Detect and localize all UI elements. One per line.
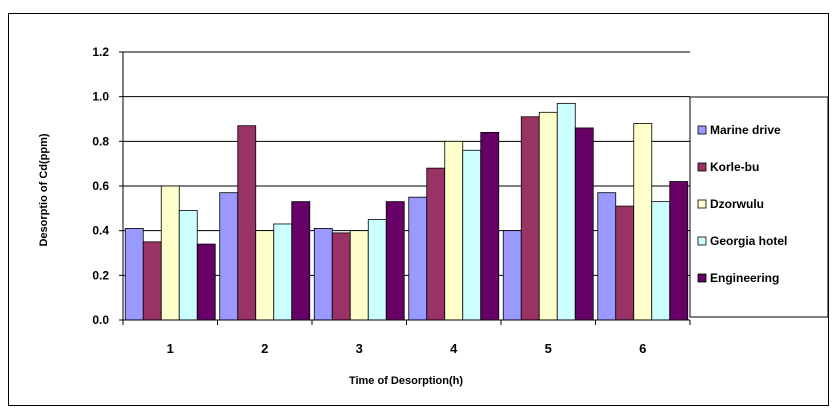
y-tick-labels: 0.0 0.2 0.4 0.6 0.8 1.0 1.2 [92, 45, 123, 327]
bar-dzorwulu-1 [160, 185, 180, 321]
legend-swatch [697, 273, 707, 283]
bar-georgia-hotel-2 [273, 223, 293, 321]
bar-korle-bu-5 [520, 116, 540, 321]
x-tick-label: 4 [450, 341, 458, 356]
bar-engineering-1 [196, 243, 216, 321]
legend-swatch [697, 162, 707, 172]
bar-marine-drive-3 [313, 228, 333, 321]
bar-engineering-3 [385, 201, 405, 321]
bar-engineering-6 [669, 181, 689, 321]
bar-georgia-hotel-6 [651, 201, 671, 321]
legend-label: Marine drive [710, 123, 781, 137]
legend-swatch [697, 236, 707, 246]
bar-dzorwulu-6 [633, 123, 653, 321]
legend-swatch [697, 125, 707, 135]
gridlines [123, 51, 690, 276]
y-axis-title: Desorptio of Cd(ppm) [38, 133, 50, 246]
x-tick-label: 3 [356, 341, 363, 356]
y-tick-label: 0.8 [92, 134, 109, 148]
legend-label: Georgia hotel [710, 234, 787, 248]
bar-georgia-hotel-1 [178, 210, 198, 321]
bars [124, 102, 689, 321]
bar-dzorwulu-2 [255, 230, 275, 321]
bar-korle-bu-2 [237, 125, 257, 321]
y-tick-label: 1.0 [92, 90, 109, 104]
legend-swatch [697, 199, 707, 209]
y-tick-label: 0.2 [92, 268, 109, 282]
y-tick-label: 0.6 [92, 179, 109, 193]
bar-korle-bu-6 [615, 205, 635, 321]
bar-marine-drive-2 [219, 192, 239, 321]
bar-engineering-5 [574, 127, 594, 321]
y-tick-label: 0.4 [92, 224, 109, 238]
legend-label: Korle-bu [710, 160, 759, 174]
bar-dzorwulu-4 [444, 140, 464, 321]
legend-label: Dzorwulu [710, 197, 764, 211]
bar-korle-bu-3 [331, 232, 351, 321]
legend-label: Engineering [710, 271, 779, 285]
y-tick-label: 0.0 [92, 313, 109, 327]
bar-marine-drive-6 [597, 192, 617, 321]
bar-dzorwulu-3 [349, 230, 369, 321]
bar-georgia-hotel-3 [367, 219, 387, 321]
bar-georgia-hotel-4 [462, 149, 482, 321]
bar-korle-bu-1 [142, 241, 162, 321]
bar-marine-drive-1 [124, 228, 144, 321]
x-tick-label: 1 [167, 341, 174, 356]
bar-dzorwulu-5 [538, 111, 558, 321]
y-tick-label: 1.2 [92, 45, 109, 59]
bar-korle-bu-4 [426, 167, 446, 321]
x-tick-labels: 1 2 3 4 5 6 [122, 320, 691, 356]
x-tick-label: 5 [545, 341, 552, 356]
bar-marine-drive-4 [408, 196, 428, 321]
bar-engineering-4 [480, 131, 500, 321]
bar-georgia-hotel-5 [556, 102, 576, 321]
legend: Marine drive Korle-bu Dzorwulu Georgia hote… [689, 96, 829, 318]
x-tick-label: 6 [639, 341, 646, 356]
bar-engineering-2 [291, 201, 311, 321]
bar-marine-drive-5 [502, 230, 522, 321]
x-tick-label: 2 [261, 341, 268, 356]
x-axis-title: Time of Desorption(h) [349, 375, 463, 387]
legend-box [689, 96, 829, 318]
